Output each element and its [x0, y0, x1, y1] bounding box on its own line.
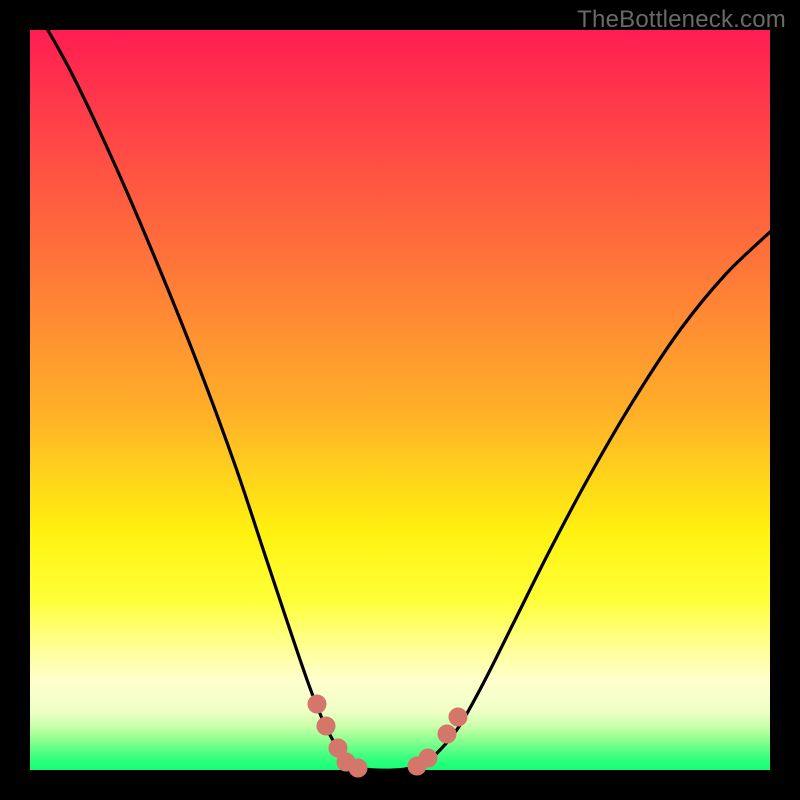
plot-background: [30, 30, 770, 770]
chart-container: TheBottleneck.com: [0, 0, 800, 800]
bottleneck-chart: [0, 0, 800, 800]
curve-marker: [317, 717, 335, 735]
watermark-text: TheBottleneck.com: [577, 6, 786, 34]
curve-marker: [308, 695, 326, 713]
curve-marker: [449, 708, 467, 726]
curve-marker: [438, 725, 456, 743]
curve-marker: [419, 749, 437, 767]
curve-marker: [349, 759, 367, 777]
